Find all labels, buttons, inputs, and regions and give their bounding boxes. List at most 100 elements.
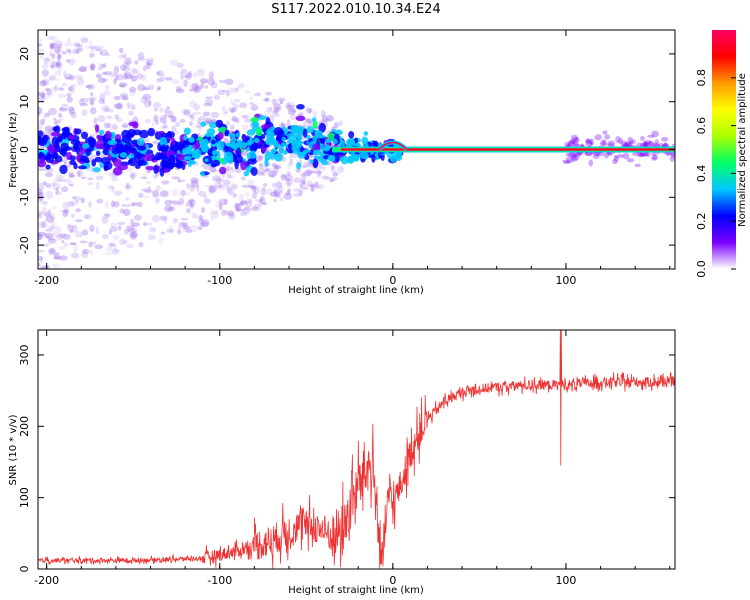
spectrogram-x-ticks: -200 -100 0 100 xyxy=(34,30,671,287)
spectrogram-signal-blob xyxy=(128,157,138,167)
spectrogram-noise-blob xyxy=(87,182,94,186)
colorbar: 0.0 0.2 0.4 0.6 0.8 Normalized spectral ampl… xyxy=(695,30,748,278)
spectrogram-noise-blob xyxy=(41,94,45,98)
spectrogram-noise-blob xyxy=(68,173,76,178)
snr-y-label: SNR (10 * v/v) xyxy=(8,414,19,485)
spectrogram-noise-blob xyxy=(198,214,204,222)
spectrogram-noise-blob xyxy=(200,163,204,168)
spectrogram-noise-blob xyxy=(142,173,146,180)
spectrogram-noise-blob xyxy=(125,197,130,201)
spectrogram-noise-blob xyxy=(95,226,100,235)
spectrogram-noise-blob xyxy=(179,189,187,197)
spectrogram-noise-blob xyxy=(164,107,171,114)
spectrogram-noise-blob xyxy=(69,225,76,229)
spectrogram-noise-blob xyxy=(98,98,105,104)
spectrogram-noise-blob xyxy=(265,91,272,96)
spectrogram-noise-blob xyxy=(68,171,74,178)
spectrogram-signal-blob xyxy=(243,170,249,177)
spectrogram-noise-blob xyxy=(89,52,95,58)
spectrogram-noise-blob xyxy=(270,174,276,178)
spectrogram-noise-blob xyxy=(214,94,220,100)
spectrogram-y-label: Frequency (Hz) xyxy=(8,112,19,188)
spectrogram-noise-blob xyxy=(126,101,130,109)
spectrogram-noise-blob xyxy=(88,45,98,50)
spectrogram-noise-blob xyxy=(61,51,67,55)
spectrogram-noise-blob xyxy=(67,37,71,43)
spectrogram-noise-blob xyxy=(70,84,77,88)
spectrogram-noise-blob xyxy=(103,252,113,256)
colorbar-tick-label: 0.6 xyxy=(695,117,708,135)
spectrogram-noise-blob xyxy=(200,223,205,227)
spectrogram-noise-blob xyxy=(283,192,293,200)
spectrogram-noise-blob xyxy=(38,110,43,113)
spectrogram-carrier-halo xyxy=(618,138,624,145)
spectrogram-noise-blob xyxy=(97,62,102,71)
spectrogram-noise-blob xyxy=(204,184,213,188)
spectrogram-noise-blob xyxy=(88,96,97,101)
spectrogram-noise-blob xyxy=(52,263,61,269)
spectrogram-noise-blob xyxy=(241,184,251,188)
spectrogram-noise-blob xyxy=(161,125,169,129)
spectrogram-noise-blob xyxy=(287,187,292,196)
spectrogram-noise-blob xyxy=(38,196,43,201)
spectrogram-noise-blob xyxy=(102,62,107,68)
spectrogram-signal-blob xyxy=(265,129,271,136)
spectrogram-noise-blob xyxy=(225,120,231,126)
spectrogram-noise-blob xyxy=(125,182,130,189)
spectrogram-signal-blob xyxy=(359,151,370,160)
spectrogram-noise-blob xyxy=(147,185,152,193)
spectrogram-carrier-halo xyxy=(570,138,576,145)
spectrogram-noise-blob xyxy=(130,202,135,207)
spectrogram-noise-blob xyxy=(131,104,136,110)
spectrogram-noise-blob xyxy=(246,198,252,203)
spectrogram-signal-blob xyxy=(137,145,147,151)
spectrogram-noise-blob xyxy=(332,171,338,177)
spectrogram-noise-blob xyxy=(69,242,77,246)
spectrogram-noise-blob xyxy=(66,164,72,168)
spectrogram-noise-blob xyxy=(50,212,56,220)
spectrogram-noise-blob xyxy=(199,77,209,84)
spectrogram-noise-blob xyxy=(39,80,47,87)
spectrogram-noise-blob xyxy=(313,185,321,190)
spectrogram-noise-blob xyxy=(237,83,245,89)
spectrogram-noise-blob xyxy=(46,88,52,96)
spectrogram-signal-blob xyxy=(258,115,268,121)
spectrogram-noise-blob xyxy=(124,72,133,79)
spectrogram-noise-blob xyxy=(163,216,168,225)
spectrogram-noise-blob xyxy=(101,78,109,82)
spectrogram-noise-blob xyxy=(190,224,199,233)
spectrogram-noise-blob xyxy=(63,208,70,214)
spectrogram-signal-blob xyxy=(264,151,271,161)
spectrogram-noise-blob xyxy=(182,224,188,233)
spectrogram-signal-blob xyxy=(122,145,130,150)
spectrogram-noise-blob xyxy=(45,215,55,223)
spectrogram-noise-blob xyxy=(42,207,47,215)
snr-plot-area xyxy=(38,330,675,569)
spectrogram-carrier-halo xyxy=(562,159,571,163)
spectrogram-noise-blob xyxy=(273,166,279,175)
spectrogram-noise-blob xyxy=(52,205,56,210)
spectrogram-noise-blob xyxy=(262,98,270,102)
spectrogram-noise-blob xyxy=(110,222,118,228)
spectrogram-noise-blob xyxy=(50,61,59,68)
spectrogram-noise-blob xyxy=(166,106,170,110)
spectrogram-noise-blob xyxy=(177,202,182,207)
spectrogram-noise-blob xyxy=(62,234,71,240)
spectrogram-signal-blob xyxy=(318,122,327,133)
spectrogram-noise-blob xyxy=(200,78,208,84)
spectrogram-noise-blob xyxy=(41,63,49,70)
spectrogram-noise-blob xyxy=(185,202,195,207)
spectrogram-signal-blob xyxy=(233,154,244,164)
spectrogram-noise-blob xyxy=(304,118,313,124)
spectrogram-noise-blob xyxy=(183,225,191,230)
spectrogram-noise-blob xyxy=(269,167,279,174)
spectrogram-noise-blob xyxy=(96,198,104,204)
spectrogram-noise-blob xyxy=(169,230,174,234)
spectrogram-noise-blob xyxy=(90,48,96,53)
spectrogram-noise-blob xyxy=(303,170,311,177)
spectrogram-signal-blob xyxy=(94,124,100,133)
spectrogram-noise-blob xyxy=(152,140,160,145)
spectrogram-carrier-halo xyxy=(658,143,664,147)
spectrogram-signal-blob xyxy=(74,128,82,135)
spectrogram-noise-blob xyxy=(66,106,75,112)
